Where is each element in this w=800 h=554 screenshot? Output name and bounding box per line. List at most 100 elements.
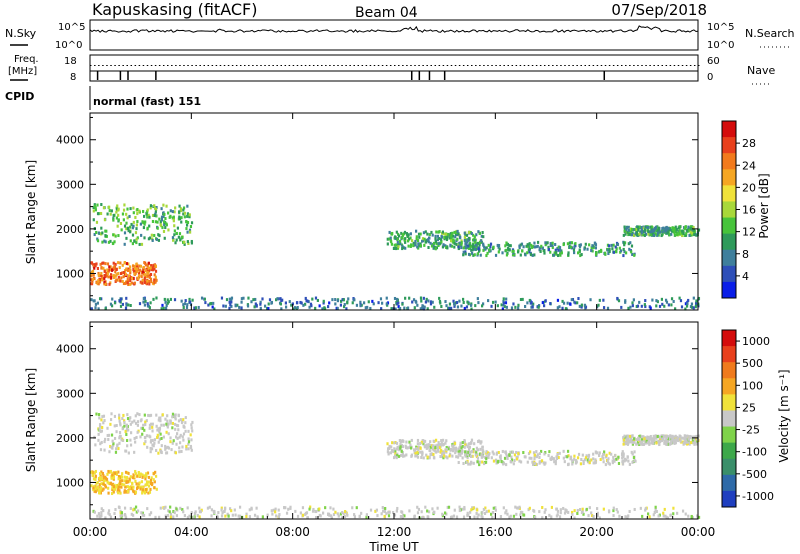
data-cell [557,456,560,460]
data-cell [631,452,634,456]
data-cell [120,475,124,479]
data-cell [512,302,515,306]
data-cell [100,266,103,270]
data-cell [185,227,188,231]
data-cell [487,509,490,513]
data-cell [694,305,697,309]
data-cell [133,475,136,479]
data-cell [414,239,417,243]
data-cell [112,490,115,494]
nave-dot [211,65,214,66]
data-cell [451,515,454,519]
data-cell [631,304,634,308]
data-cell [145,419,148,423]
data-cell [423,305,426,309]
data-cell [386,301,390,305]
data-cell [211,305,214,309]
data-cell [179,238,182,242]
data-cell [112,217,115,221]
data-cell [436,506,439,510]
data-cell [267,307,270,311]
data-cell [513,458,516,462]
data-cell [121,271,124,275]
data-cell [395,456,398,460]
data-cell [451,449,455,453]
data-cell [154,275,157,279]
data-cell [117,491,120,495]
data-cell [104,307,107,311]
data-cell [635,438,639,442]
data-cell [436,234,440,238]
data-cell [492,459,496,463]
data-cell [620,453,624,457]
data-cell [177,428,180,432]
data-cell [544,241,547,245]
data-cell [118,475,121,479]
data-cell [136,485,139,489]
data-cell [674,434,677,438]
data-cell [169,436,172,440]
data-cell [420,440,423,444]
data-cell [564,455,567,459]
data-cell [125,490,128,494]
data-cell [134,269,137,273]
data-cell [421,439,424,443]
data-cell [535,245,538,249]
nave-dot [179,65,181,66]
data-cell [323,306,326,310]
data-cell [680,305,684,309]
data-cell [168,215,171,219]
data-cell [394,307,397,311]
data-cell [678,434,681,438]
nave-dot [418,65,420,66]
data-cell [146,471,150,475]
data-cell [271,512,274,516]
data-cell [100,470,103,474]
data-cell [133,436,136,440]
data-cell [327,305,330,309]
data-cell [401,247,404,251]
data-cell [543,452,546,456]
data-cell [332,513,336,517]
data-cell [133,507,136,511]
data-cell [513,453,517,457]
data-cell [547,245,550,249]
data-cell [674,233,677,237]
data-cell [615,247,618,251]
data-cell [115,424,118,428]
nave-dot [138,65,141,66]
data-cell [123,242,126,246]
data-cell [130,277,134,281]
data-cell [466,455,469,459]
data-cell [134,505,138,509]
data-cell [423,243,426,247]
data-cell [90,484,93,488]
data-cell [155,424,158,428]
data-cell [445,512,448,516]
data-cell [141,281,144,285]
data-cell [129,438,132,442]
data-cell [129,304,132,308]
data-cell [131,242,134,246]
data-cell [418,244,421,248]
data-cell [425,443,428,447]
data-cell [431,507,434,511]
data-cell [396,445,399,449]
data-cell [547,248,551,252]
data-cell [427,515,430,519]
data-cell [480,304,484,308]
colorbar-tick-label: 28 [742,137,756,150]
data-cell [147,237,151,241]
data-cell [158,437,161,441]
data-cell [142,265,145,269]
data-cell [104,262,107,266]
data-cell [584,456,588,460]
data-cell [145,275,148,279]
data-cell [521,297,524,301]
data-cell [599,248,603,252]
nave-dot [207,65,210,66]
data-cell [681,229,684,233]
data-cell [99,274,103,278]
noise-left-tick-bottom: 10^0 [55,40,82,51]
nave-dot [442,65,445,66]
